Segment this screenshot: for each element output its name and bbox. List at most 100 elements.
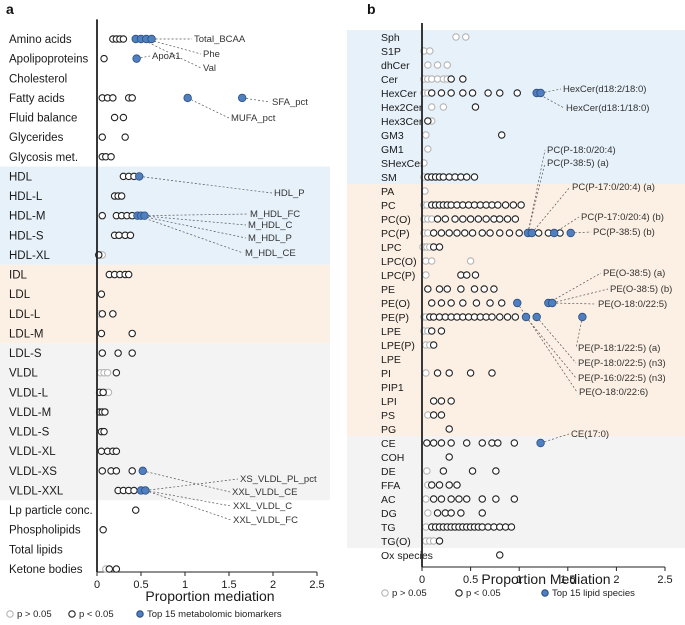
point-sig <box>435 537 444 545</box>
point-sig <box>447 299 455 307</box>
legend-label: Top 15 metabolomic biomarkers <box>147 609 282 620</box>
point-sig <box>119 35 128 43</box>
annotation-label: HexCer(d18:1/18:0) <box>566 103 649 114</box>
point-sig <box>471 103 480 111</box>
annotation-label: Phe <box>203 49 220 60</box>
point-sig <box>447 75 455 83</box>
point-sig <box>496 215 504 223</box>
point-sig <box>455 495 463 503</box>
annotation-label: ApoA1 <box>152 51 181 62</box>
point-sig <box>453 229 461 237</box>
point-sig <box>459 75 467 83</box>
point-sig <box>99 388 107 397</box>
point-sig <box>468 229 477 237</box>
annotation-label: PC(P-38:5) (a) <box>547 158 609 169</box>
point-sig <box>437 439 446 447</box>
point-sig <box>126 231 135 240</box>
point-top <box>140 211 149 220</box>
point-sig <box>124 270 133 279</box>
legend-label: p < 0.05 <box>466 588 501 599</box>
category-label-hdl-xl: HDL-XL <box>9 250 51 262</box>
category-label-ldl-l: LDL-L <box>9 309 41 321</box>
point-sig <box>101 408 109 416</box>
point-sig <box>488 313 496 321</box>
point-sig <box>437 299 446 307</box>
category-label-glycosis-met: Glycosis met. <box>9 152 78 164</box>
annotation-label: Val <box>203 63 216 74</box>
category-label-total-lipids: Total lipids <box>9 544 63 556</box>
point-sig <box>445 229 453 237</box>
point-sig <box>121 133 129 141</box>
point-top <box>548 298 557 308</box>
point-sig <box>433 369 442 377</box>
annotation-label: PC(P-18:0/20:4) <box>547 145 616 156</box>
point-sig <box>517 201 525 209</box>
point-sig <box>457 285 465 293</box>
annotation-leader <box>531 186 571 234</box>
x-tick-label: 1 <box>516 574 522 586</box>
point-sig <box>509 201 518 209</box>
point-sig <box>492 467 500 475</box>
category-label-hdl: HDL <box>9 171 33 183</box>
group-band <box>347 30 685 184</box>
legend-marker <box>455 589 463 597</box>
point-sig <box>447 397 455 405</box>
point-sig <box>466 369 475 377</box>
point-sig <box>429 341 438 349</box>
point-sig <box>107 153 115 161</box>
category-label-de: DE <box>381 466 396 478</box>
point-sig <box>435 285 444 293</box>
point-sig <box>466 215 475 223</box>
point-sig <box>429 397 438 405</box>
point-top <box>132 54 141 63</box>
point-sig <box>98 349 107 357</box>
point-sig <box>486 229 494 237</box>
annotation-leader <box>575 316 583 349</box>
point-sig <box>429 439 438 447</box>
point-sig <box>115 231 123 240</box>
category-label-pc: PC <box>381 200 396 212</box>
annotation-leader <box>242 97 271 103</box>
legend-marker <box>68 610 76 618</box>
category-label-vldl: VLDL <box>9 368 38 380</box>
point-sig <box>437 229 446 237</box>
point-top <box>237 93 247 103</box>
point-top <box>566 228 575 238</box>
annotation-leader <box>144 213 249 217</box>
group-band <box>0 343 330 501</box>
x-tick-label: 2.5 <box>657 574 672 586</box>
point-sig <box>131 506 140 514</box>
point-sig <box>497 299 506 307</box>
point-ns <box>422 271 430 279</box>
point-sig <box>130 486 138 495</box>
point-sig <box>447 495 455 503</box>
annotation-label: Total_BCAA <box>194 34 246 45</box>
point-sig <box>510 439 519 447</box>
annotation-label: PC(P-38:5) (b) <box>593 227 655 238</box>
legend-label: p > 0.05 <box>17 609 52 620</box>
point-sig <box>100 54 108 63</box>
point-sig <box>462 271 471 279</box>
point-sig <box>427 299 436 307</box>
point-top <box>183 93 192 103</box>
point-ns <box>443 61 452 69</box>
annotation-leader <box>146 38 202 55</box>
point-top <box>536 88 545 98</box>
annotation-label: XXL_VLDL_C <box>233 501 292 512</box>
point-sig <box>114 349 122 357</box>
point-sig <box>435 243 444 251</box>
point-sig <box>97 447 106 455</box>
category-label-pg: PG <box>381 424 396 436</box>
category-label-vldl-s: VLDL-S <box>9 427 50 439</box>
point-sig <box>429 229 438 237</box>
point-sig <box>497 131 506 139</box>
category-label-pc-p: PC(P) <box>381 228 410 240</box>
annotation-label: SFA_pct <box>272 97 308 108</box>
point-sig <box>437 397 446 405</box>
group-band <box>347 184 685 436</box>
point-sig <box>492 495 500 503</box>
point-top <box>141 486 150 495</box>
point-sig <box>471 271 480 279</box>
point-sig <box>511 215 520 223</box>
